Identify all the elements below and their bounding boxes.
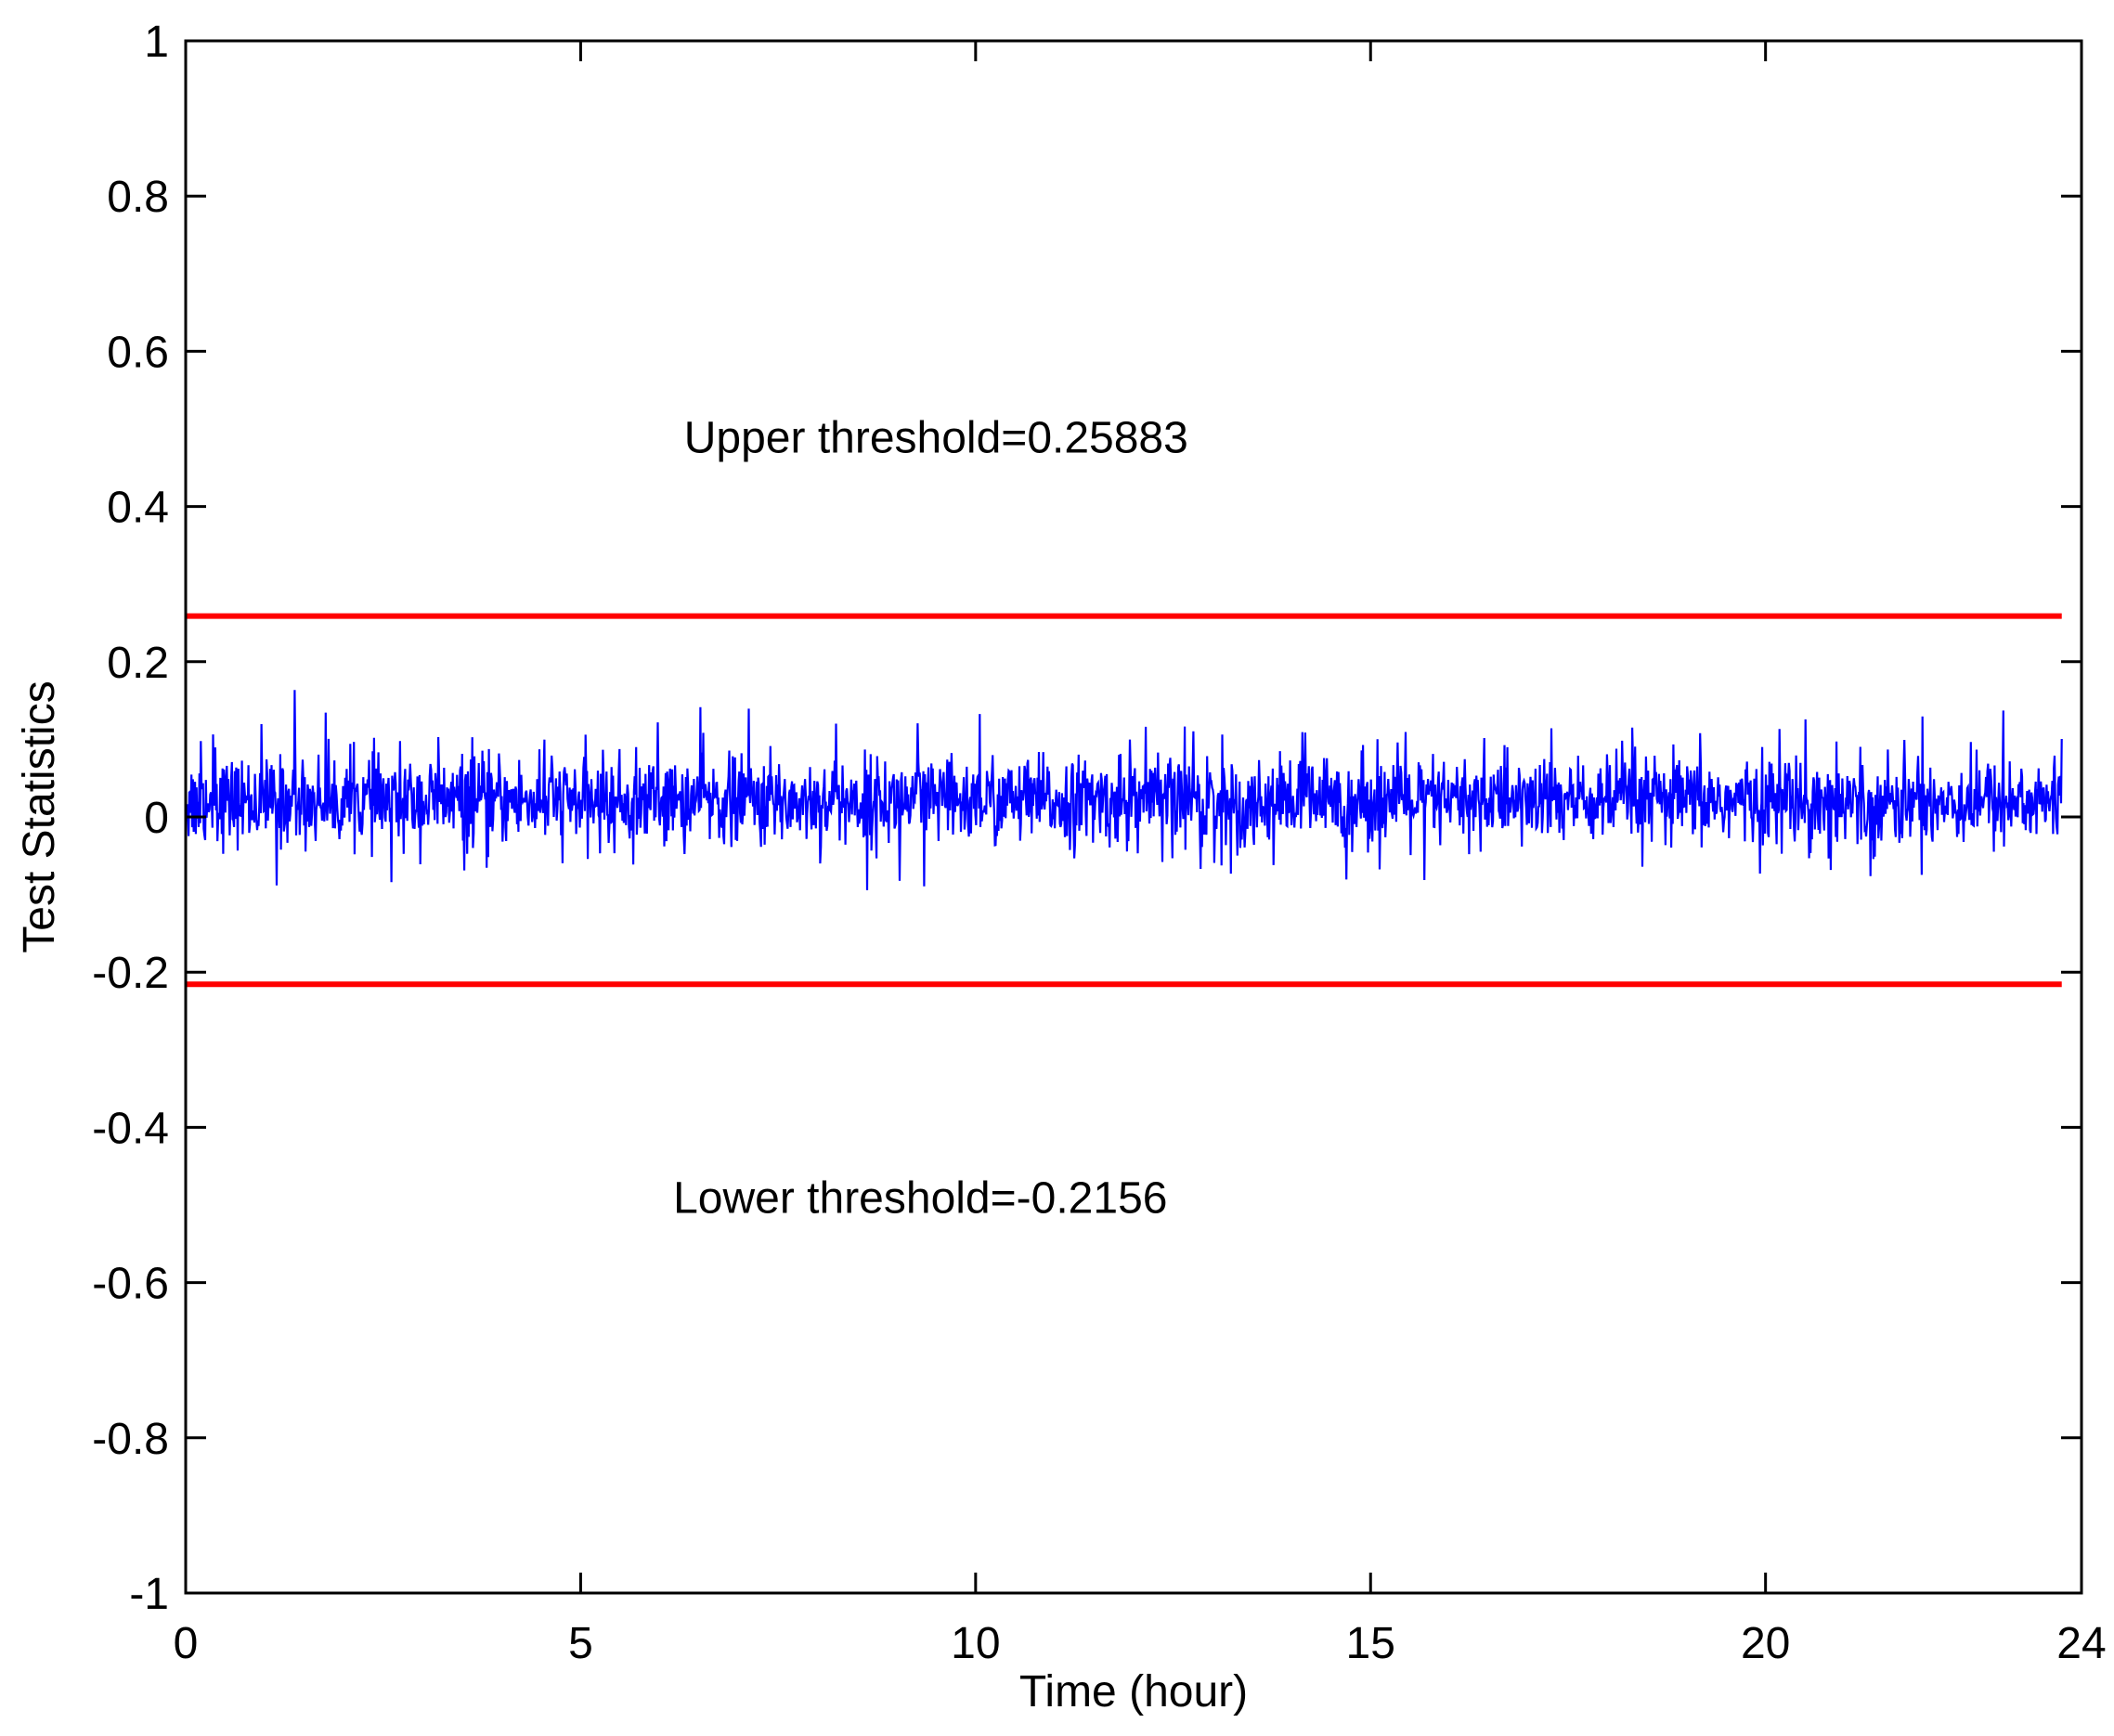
- y-tick-label: 0.6: [107, 328, 169, 377]
- upper-threshold-annotation: Upper threshold=0.25883: [684, 413, 1188, 462]
- y-tick-label: 0.2: [107, 639, 169, 688]
- x-tick-label: 0: [174, 1619, 199, 1668]
- y-tick-label: 1: [144, 18, 169, 67]
- y-tick-label: 0.8: [107, 173, 169, 222]
- threshold-layer: [186, 613, 2062, 988]
- y-tick-label: -0.2: [92, 949, 169, 998]
- x-axis-label: Time (hour): [1019, 1667, 1248, 1717]
- y-tick-label: -0.8: [92, 1415, 169, 1464]
- y-axis-label: Test Statistics: [15, 680, 64, 952]
- y-tick-label: -1: [129, 1570, 169, 1619]
- lower-threshold-annotation: Lower threshold=-0.2156: [673, 1174, 1167, 1224]
- y-tick-label: -0.6: [92, 1260, 169, 1309]
- x-tick-label: 15: [1346, 1619, 1395, 1668]
- x-tick-label: 20: [1741, 1619, 1790, 1668]
- x-tick-label: 5: [568, 1619, 593, 1668]
- plot-frame: [184, 39, 2083, 1595]
- y-tick-label: -0.4: [92, 1104, 169, 1153]
- annotation-layer: Upper threshold=0.25883 Lower threshold=-…: [673, 413, 1188, 1223]
- signal-line: [184, 690, 2063, 890]
- signal-layer: [184, 690, 2063, 890]
- y-tick-label: 0.4: [107, 484, 169, 533]
- y-tick-label: 0: [144, 794, 169, 843]
- x-tick-label: 10: [951, 1619, 1000, 1668]
- labels-layer: 0 5 10 15 20 24 1 0.8 0.6 0.4 0.2 0 -0.2 -0.4 -0.6 -0.8…: [92, 18, 2106, 1668]
- x-tick-label: 24: [2056, 1619, 2106, 1668]
